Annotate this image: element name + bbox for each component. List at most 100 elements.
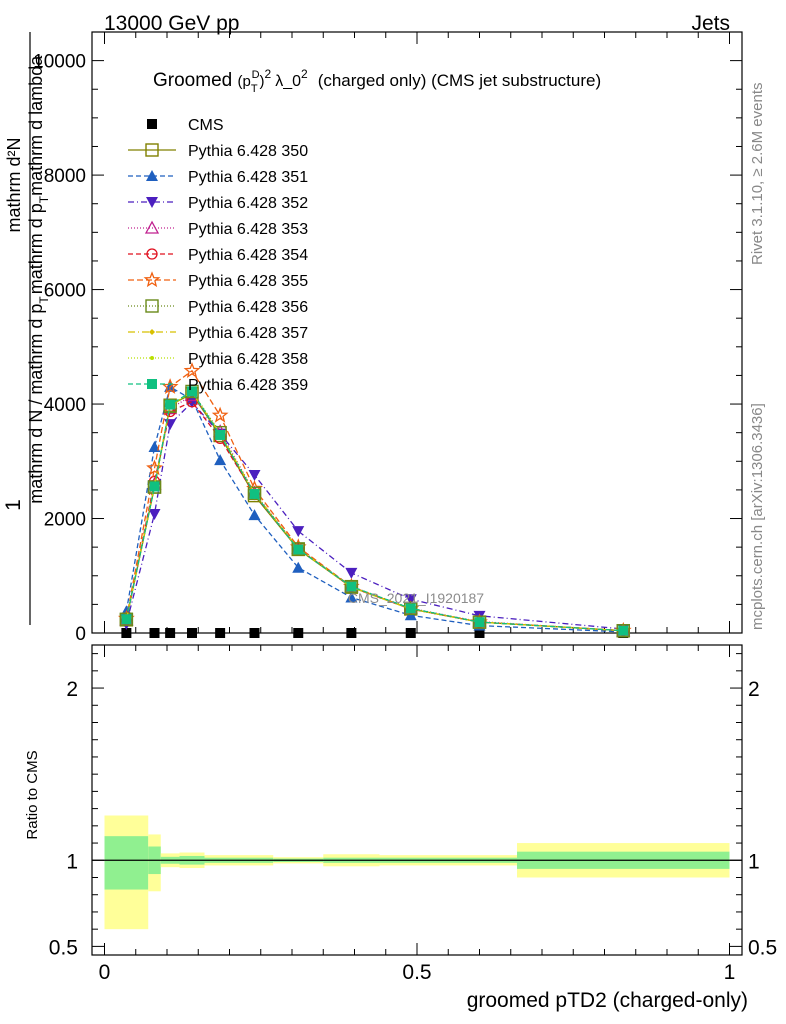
legend-entry-2: Pythia 6.428 351 xyxy=(128,169,308,186)
title-base: (p xyxy=(237,73,250,90)
ratio-ytick-label-right: 2 xyxy=(748,678,760,701)
point-0-5 xyxy=(249,628,260,638)
point-10-10 xyxy=(618,625,629,636)
ylabel-mid-sub: T xyxy=(37,195,51,203)
point-10-8 xyxy=(405,603,416,614)
ratio-ytick-label: 2 xyxy=(66,678,78,701)
series-lines xyxy=(117,362,632,638)
xtick-label: 0.5 xyxy=(402,961,431,984)
main-ytick-label: 10000 xyxy=(33,52,86,73)
ratio-ytick-label: 0.5 xyxy=(49,936,78,959)
mcplots-label: mcplots.cern.ch [arXiv:1306.3436] xyxy=(749,403,766,630)
ratio-ytick-label: 1 xyxy=(66,850,78,873)
point-2-6 xyxy=(292,561,305,573)
title-suffix: (charged only) (CMS jet substructure) xyxy=(318,71,601,90)
point-0-0 xyxy=(121,628,132,638)
point-0-3 xyxy=(187,628,197,638)
legend-label-3: Pythia 6.428 352 xyxy=(188,195,308,212)
main-ytick-label: 4000 xyxy=(44,395,86,416)
legend-marker-2 xyxy=(146,170,158,181)
ylabel-mid-text: mathrm d p xyxy=(26,203,46,294)
header-left: 13000 GeV pp xyxy=(104,12,239,35)
legend-label-0: CMS xyxy=(188,117,224,134)
title-sub-t: T xyxy=(251,83,258,95)
legend-label-9: Pythia 6.428 358 xyxy=(188,351,308,368)
watermark: CMS_2021_I1920187 xyxy=(348,590,484,606)
ratio-axes: 0.5 0.5 1 1 2 2 0 0.5 1 xyxy=(49,644,777,984)
ratio-frame xyxy=(91,644,743,956)
legend-marker-1 xyxy=(145,143,159,157)
legend-label-8: Pythia 6.428 357 xyxy=(188,325,308,342)
legend-marker-3 xyxy=(146,197,158,208)
ylabel-numerator-1: 1 xyxy=(2,499,25,511)
title-lambda: λ_0 xyxy=(275,73,301,90)
ylabel-den-text: mathrm d N / mathrm d p xyxy=(26,304,46,504)
point-0-6 xyxy=(293,628,304,638)
ylabel-den-sub: T xyxy=(37,296,51,304)
point-0-8 xyxy=(405,628,416,638)
legend-entry-5: Pythia 6.428 354 xyxy=(128,247,308,264)
legend-label-5: Pythia 6.428 354 xyxy=(188,247,308,264)
legend-entry-1: Pythia 6.428 350 xyxy=(128,143,308,160)
point-6-3 xyxy=(183,362,201,378)
point-6-1 xyxy=(146,459,163,476)
point-7-8 xyxy=(404,601,418,616)
point-10-4 xyxy=(215,429,226,440)
legend-entry-10: Pythia 6.428 359 xyxy=(128,377,308,394)
legend-label-2: Pythia 6.428 351 xyxy=(188,169,308,186)
point-6-4 xyxy=(211,406,229,423)
legend-label-7: Pythia 6.428 356 xyxy=(188,299,308,316)
ratio-ytick-label-right: 0.5 xyxy=(748,936,777,959)
xtick-label: 0 xyxy=(99,961,111,984)
point-7-7 xyxy=(344,579,359,594)
header-right: Jets xyxy=(691,12,730,35)
point-7-1 xyxy=(147,480,162,494)
ylabel-denominator: mathrm d N / mathrm d pT xyxy=(26,296,51,504)
point-10-0 xyxy=(121,614,132,625)
main-ytick-label: 8000 xyxy=(44,166,86,187)
point-0-1 xyxy=(149,628,160,638)
main-ytick-label: 2000 xyxy=(44,510,86,531)
point-7-3 xyxy=(185,384,199,399)
legend-marker-0 xyxy=(147,119,157,129)
title-prefix: Groomed xyxy=(153,70,232,91)
legend-label-4: Pythia 6.428 353 xyxy=(188,221,308,238)
point-3-6 xyxy=(292,526,305,538)
main-ytick-label: 6000 xyxy=(44,281,86,302)
series-line-3 xyxy=(125,401,624,630)
point-0-9 xyxy=(474,628,485,638)
main-ytick-label: 0 xyxy=(75,624,86,645)
point-7-0 xyxy=(119,612,134,626)
point-2-5 xyxy=(248,509,261,521)
point-2-4 xyxy=(214,454,227,466)
legend-entry-9: Pythia 6.428 358 xyxy=(128,351,308,368)
legend-entry-8: Pythia 6.428 357 xyxy=(128,325,308,342)
legend-entry-4: Pythia 6.428 353 xyxy=(128,220,308,238)
point-6-2 xyxy=(161,378,179,394)
title-close: ) xyxy=(260,73,265,90)
xtick-label: 1 xyxy=(724,961,736,984)
legend-label-6: Pythia 6.428 355 xyxy=(188,273,308,290)
point-10-2 xyxy=(165,399,176,410)
main-axes: 0 2000 4000 6000 8000 10000 xyxy=(33,31,743,645)
title-exp: 2 xyxy=(265,67,272,81)
legend: CMS Pythia 6.428 350 Pythia 6.428 351 Pythi… xyxy=(128,117,308,394)
legend-marker-4 xyxy=(144,220,160,234)
main-ylabel: 1 mathrm d N / mathrm d pT mathrm d²N ma… xyxy=(2,32,51,625)
ratio-bands xyxy=(104,815,730,930)
ylabel-top: mathrm d²N xyxy=(4,137,24,232)
legend-marker-8 xyxy=(149,329,155,335)
legend-marker-9 xyxy=(150,356,154,360)
plot-title: Groomed (pTD)2 λ_02 (charged only) (CMS je… xyxy=(153,67,601,95)
point-3-8 xyxy=(404,594,417,606)
point-10-3 xyxy=(187,386,197,397)
ratio-ytick-label-right: 1 xyxy=(748,850,760,873)
legend-marker-5 xyxy=(146,248,158,260)
ratio-band-inner-0 xyxy=(104,836,149,890)
point-3-7 xyxy=(345,567,358,579)
point-0-2 xyxy=(165,628,176,638)
point-10-1 xyxy=(149,481,160,492)
point-0-7 xyxy=(346,628,357,638)
point-10-6 xyxy=(293,544,304,555)
